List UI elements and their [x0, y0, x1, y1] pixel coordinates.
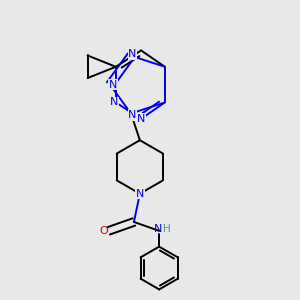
Text: H: H [163, 224, 170, 234]
Text: N: N [136, 189, 144, 199]
Text: N: N [109, 80, 117, 90]
Text: N: N [128, 110, 136, 120]
Text: N: N [154, 224, 162, 234]
Text: N: N [110, 98, 118, 107]
Text: O: O [100, 226, 109, 236]
Text: N: N [128, 49, 136, 59]
Text: N: N [137, 114, 145, 124]
